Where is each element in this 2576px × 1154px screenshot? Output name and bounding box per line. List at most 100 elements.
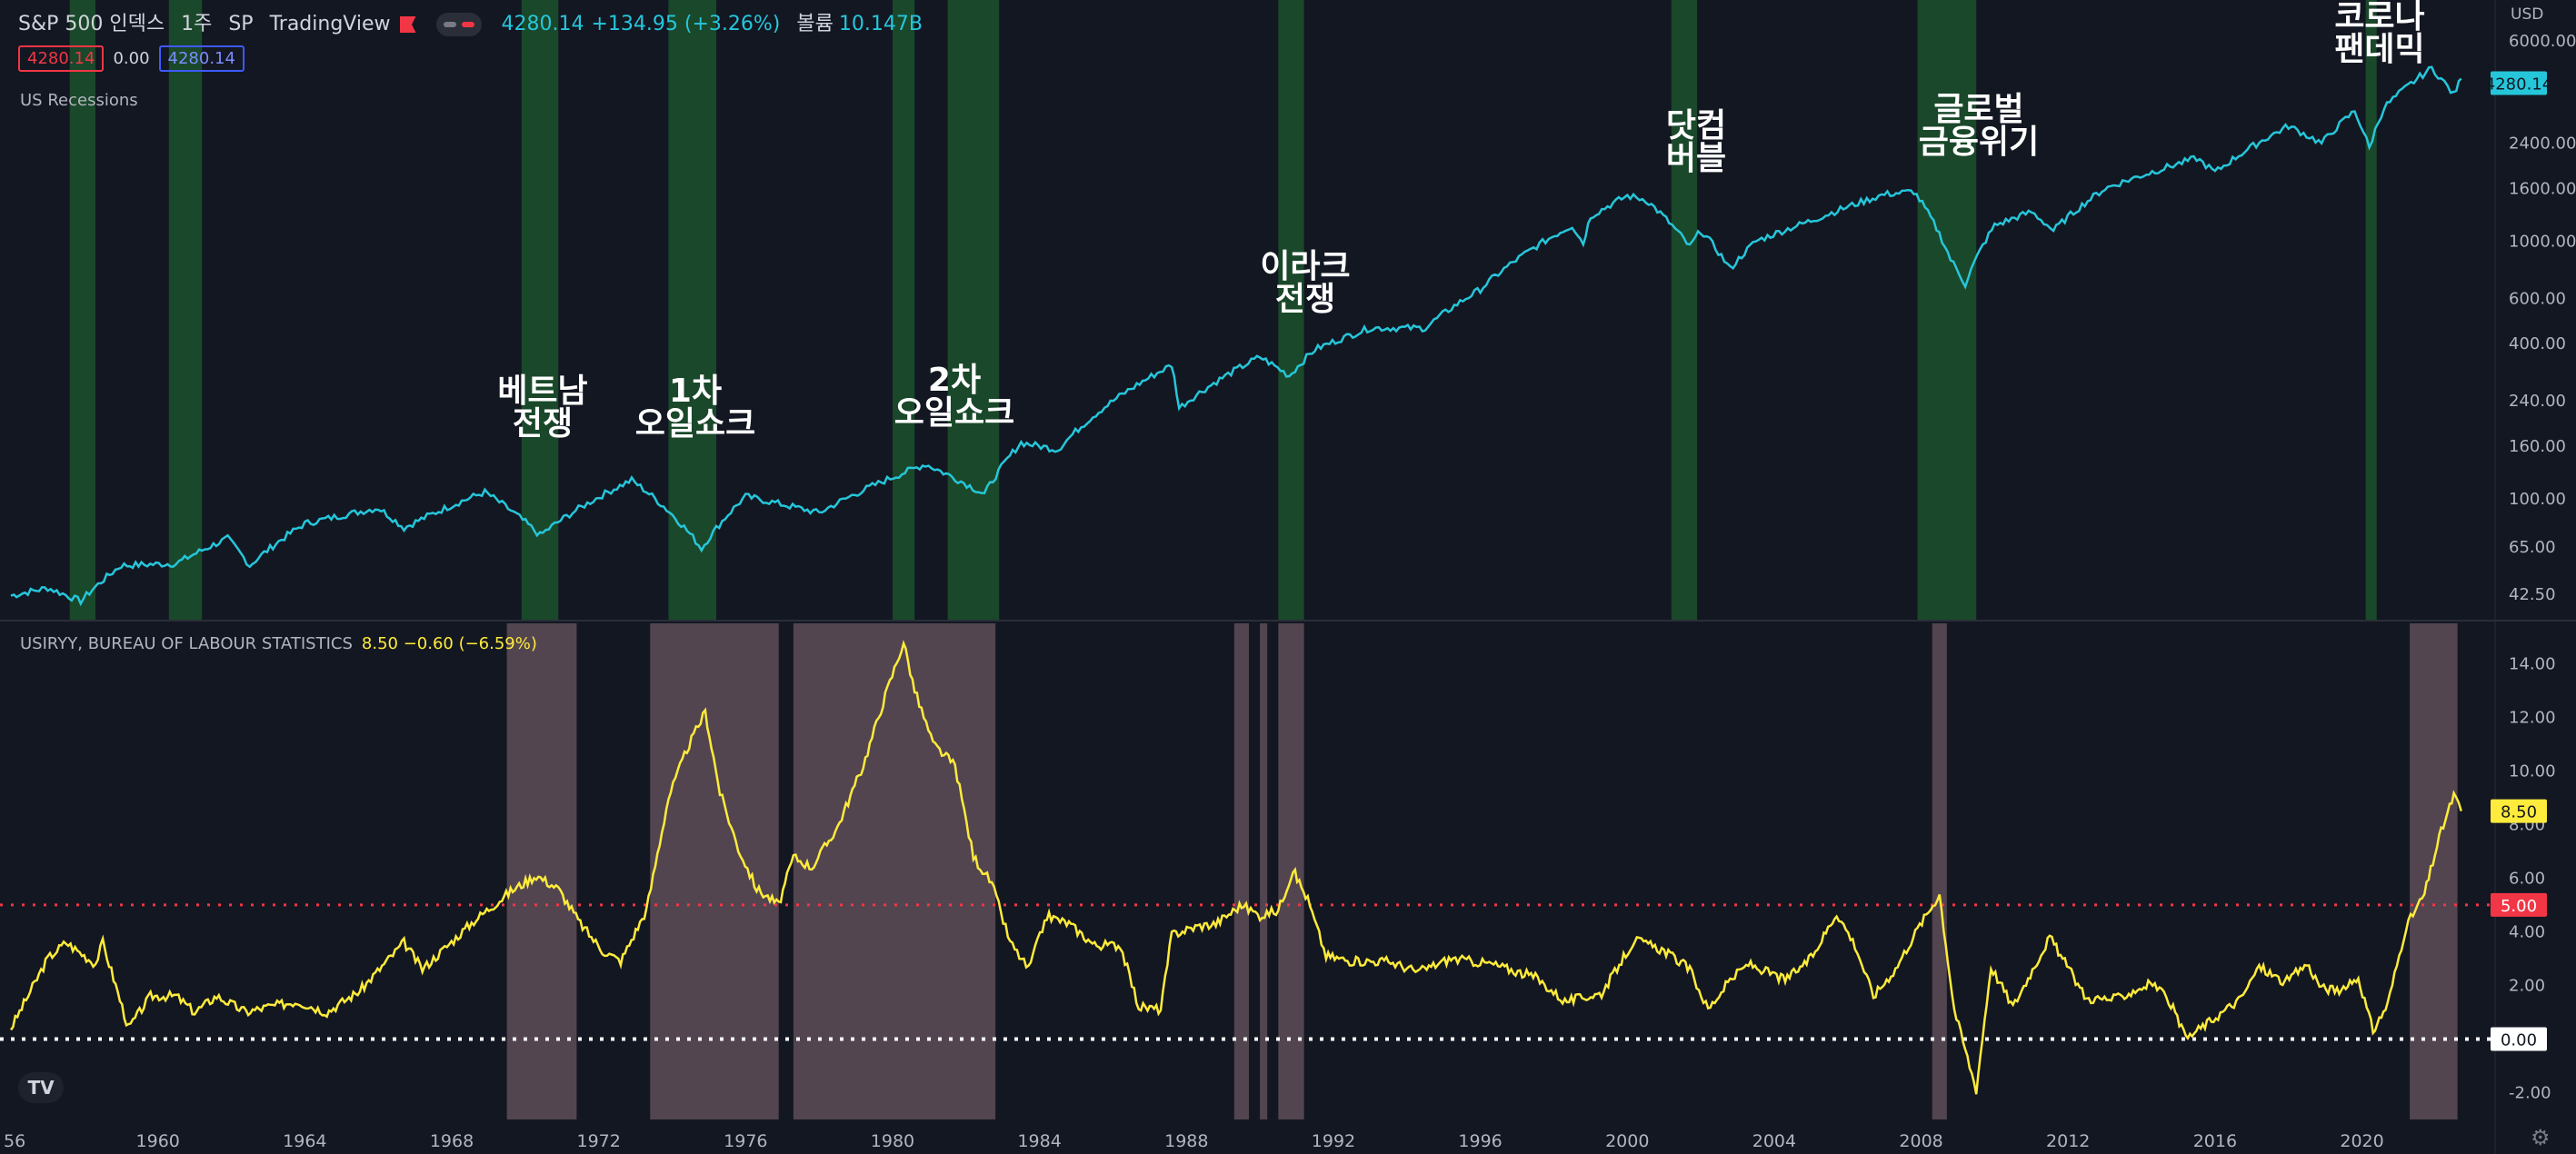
inflation-band [1260,623,1268,1119]
spread-value: 0.00 [113,49,150,68]
indicator-tick-label: 12.00 [2509,708,2556,727]
event-annotation: 2차 [928,362,981,399]
recession-band [69,0,95,620]
time-axis-label: 2020 [2340,1131,2383,1151]
event-annotation: 전쟁 [1275,281,1335,318]
event-annotation: 오일쇼크 [635,405,755,443]
price-tick-label: 42.50 [2509,585,2556,604]
settings-gear-icon[interactable]: ⚙ [2531,1125,2551,1150]
indicator-last-badge: 8.50 [2491,799,2547,823]
recession-band [1671,0,1698,620]
time-axis-label: 1980 [871,1131,914,1151]
recession-band [521,0,559,620]
inflation-line [9,640,2462,1095]
volume-value: 10.147B [838,13,923,35]
tradingview-logo[interactable]: TV [18,1072,64,1103]
time-axis-label: 2012 [2046,1131,2090,1151]
indicator-tick-label: 14.00 [2509,654,2556,673]
indicator-tick-label: 10.00 [2509,761,2556,781]
threshold-badge-text: 5.00 [2501,897,2537,916]
recession-band [2365,0,2377,620]
price-last-badge-bg [2491,71,2547,95]
time-axis-label: 1992 [1312,1131,1355,1151]
price-tick-label: 240.00 [2509,392,2566,411]
price-tick-label: 400.00 [2509,334,2566,353]
recession-band [668,0,716,620]
event-annotation: 금융위기 [1919,124,2039,161]
event-annotation: 버블 [1666,140,1726,177]
inflation-band [1278,623,1304,1119]
event-annotation: 오일쇼크 [894,394,1014,432]
currency-selector[interactable]: USD [2511,5,2544,24]
recession-band [892,0,915,620]
price-tick-label: 6000.00 [2509,32,2576,51]
time-axis-label: 1976 [724,1131,767,1151]
price-change: +134.95 (+3.26%) [591,13,781,35]
indicator-value: 8.50 −0.60 (−6.59%) [361,634,537,653]
price-tick-label: 600.00 [2509,289,2566,308]
event-annotation: 1차 [669,373,722,410]
sp500-price-line [10,65,2462,607]
time-axis-label: 1984 [1017,1131,1061,1151]
recession-band [168,0,203,620]
indicator-tick-label: 4.00 [2509,922,2545,941]
event-annotation: 글로벌 [1933,91,2023,128]
recession-band [1917,0,1977,620]
recession-band [1278,0,1304,620]
symbol-name[interactable]: S&P 500 인덱스 [18,13,165,35]
inflation-band [1932,623,1947,1119]
time-axis-label: 1996 [1458,1131,1502,1151]
time-axis-label: 56 [4,1131,25,1151]
inflation-band [650,623,779,1119]
brand-label: TradingView [269,13,391,35]
event-annotation: 베트남 [497,373,587,410]
price-tick-label: 100.00 [2509,490,2566,509]
zero-badge-text: 0.00 [2501,1030,2537,1050]
ohlc-row: 4280.14 0.00 4280.14 [18,45,254,72]
inflation-band [506,623,577,1119]
buy-price-box[interactable]: 4280.14 [158,45,245,72]
time-axis-label: 1988 [1164,1131,1208,1151]
price-last-badge-text: 4280.14 [2485,75,2552,95]
time-axis-label: 2008 [1899,1131,1942,1151]
interval-label[interactable]: 1주 [181,13,213,35]
zero-badge: 0.00 [2491,1027,2547,1051]
time-axis-label: 1964 [283,1131,326,1151]
inflation-band [793,623,996,1119]
sell-price-box[interactable]: 4280.14 [18,45,105,72]
time-axis-label: 2004 [1752,1131,1796,1151]
price-tick-label: 1600.00 [2509,180,2576,199]
indicator-legend[interactable]: USIRYY, BUREAU OF LABOUR STATISTICS 8.50 … [20,634,537,653]
indicator-tick-label: 2.00 [2509,976,2545,995]
exchange-label: SP [228,13,254,35]
price-tick-label: 65.00 [2509,538,2556,557]
indicator-last-badge-text: 8.50 [2501,803,2537,822]
threshold-badge-bg [2491,892,2547,917]
recessions-legend[interactable]: US Recessions [20,91,138,110]
event-annotation: 닷컴 [1666,107,1726,144]
last-price: 4280.14 [501,13,584,35]
recession-band [947,0,1000,620]
inflation-band [1233,623,1249,1119]
threshold-badge: 5.00 [2491,892,2547,917]
zero-badge-bg [2491,1027,2547,1051]
indicator-tick-label: 6.00 [2509,869,2545,888]
price-last-badge: 4280.14 [2485,71,2552,95]
time-axis-label: 2000 [1605,1131,1649,1151]
indicator-last-badge-bg [2491,799,2547,823]
time-axis-label: 2016 [2193,1131,2237,1151]
price-tick-label: 160.00 [2509,437,2566,456]
event-annotation: 전쟁 [513,405,573,443]
indicator-title: USIRYY, BUREAU OF LABOUR STATISTICS [20,634,353,653]
indicator-tick-label: -2.00 [2509,1083,2551,1102]
visibility-toggle-icon[interactable] [435,13,482,36]
volume-label: 볼륨 [796,13,834,35]
symbol-header: S&P 500 인덱스 1주 SP TradingView 4280.14 +134.95… [18,7,939,36]
inflation-band [2410,623,2458,1119]
price-tick-label: 1000.00 [2509,232,2576,251]
flag-icon[interactable] [399,16,416,33]
time-axis-label: 1972 [576,1131,620,1151]
time-axis-label: 1968 [430,1131,474,1151]
event-annotation: 팬데믹 [2334,31,2424,68]
